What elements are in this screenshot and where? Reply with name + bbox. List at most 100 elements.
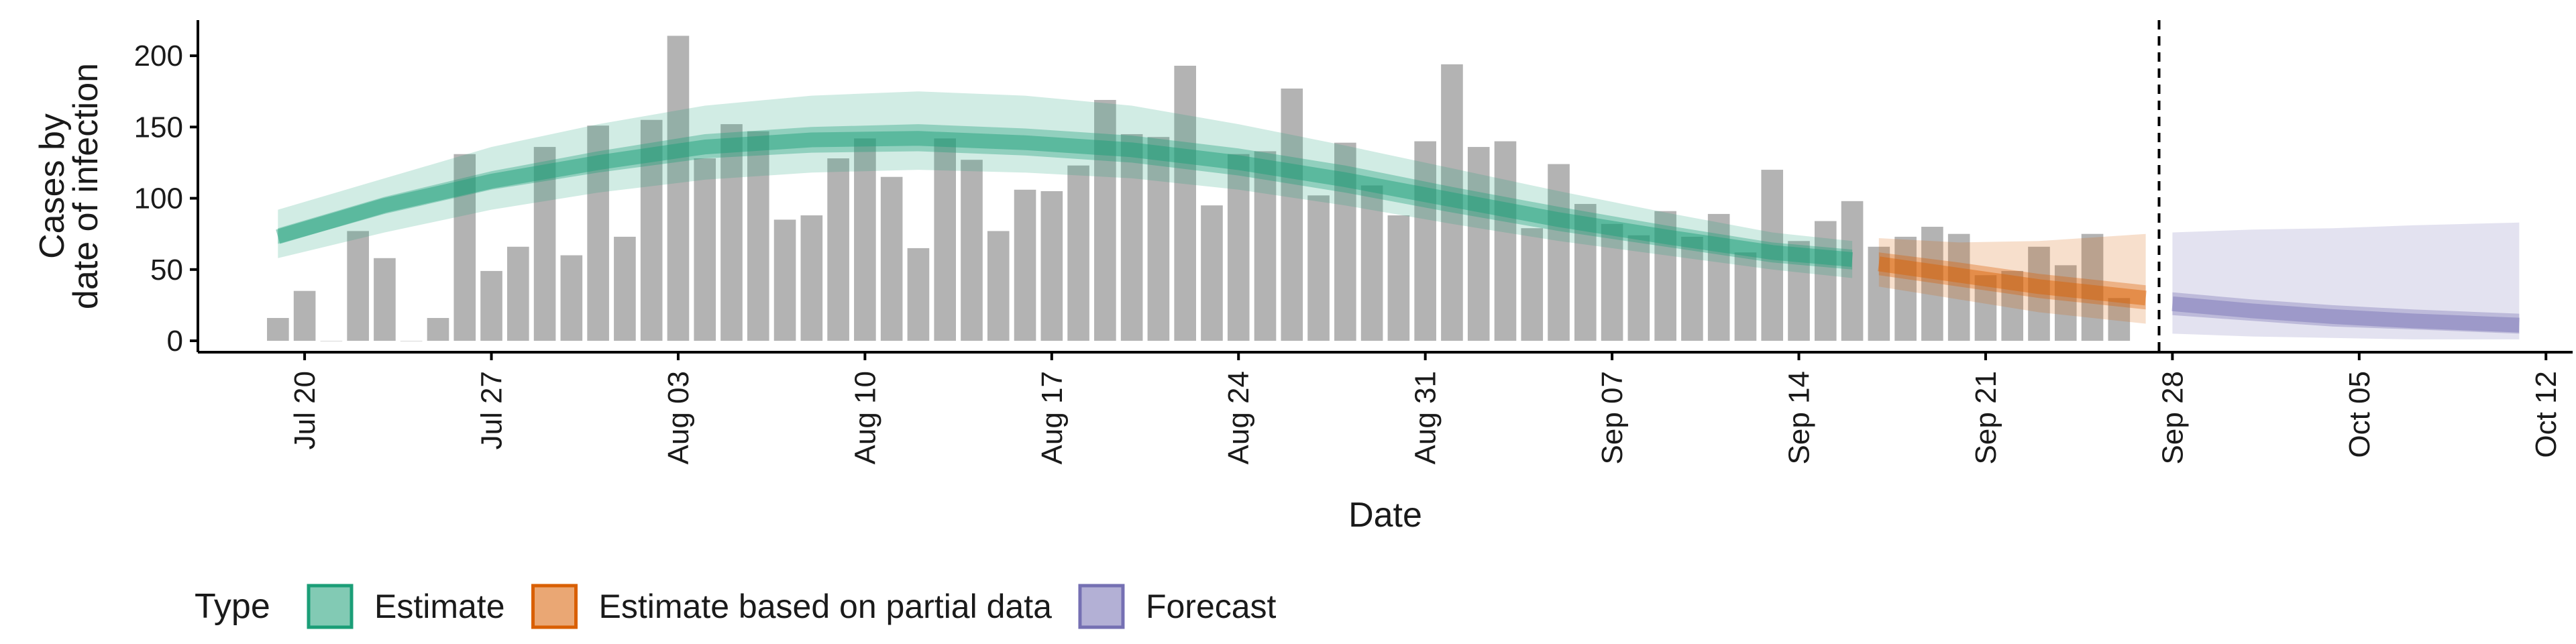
case-bar	[1761, 170, 1784, 341]
case-bar	[1734, 252, 1757, 341]
partial-outer-band	[1878, 233, 2146, 324]
x-tick-label: Oct 05	[2343, 371, 2376, 458]
partial-inner-band	[1878, 252, 2146, 310]
forecast-median-band	[2171, 296, 2520, 333]
case-bar	[1548, 164, 1570, 341]
case-bar	[1521, 228, 1544, 341]
estimate-bands	[276, 91, 2520, 339]
x-axis-title: Date	[1348, 496, 1422, 535]
case-bar	[1360, 185, 1383, 341]
x-tick-label: Oct 12	[2530, 371, 2563, 458]
case-bar	[2108, 298, 2131, 341]
case-bar	[667, 36, 690, 341]
x-tick-label: Sep 28	[2156, 371, 2189, 464]
case-bar	[1174, 65, 1196, 341]
case-bar	[427, 318, 449, 341]
axes: 0 50 100 150 200 Jul 20 Jul 27 Aug 03 Aug 10 Aug …	[134, 20, 2573, 464]
case-bar	[533, 147, 556, 341]
partial-legend-swatch	[531, 584, 578, 629]
case-bar	[293, 290, 316, 341]
x-tick-label: Jul 27	[476, 371, 508, 449]
case-bar	[560, 255, 583, 341]
case-bar	[1014, 189, 1036, 341]
forecast-legend-swatch	[1078, 584, 1125, 629]
x-tick-label: Sep 21	[1970, 371, 2002, 464]
case-bar	[827, 158, 849, 341]
case-bar	[907, 248, 930, 341]
case-bar	[1441, 64, 1463, 341]
x-tick-label: Aug 17	[1036, 371, 1069, 464]
estimate-legend-label: Estimate	[374, 588, 505, 625]
case-bar	[1414, 141, 1436, 341]
case-bar	[747, 131, 769, 341]
estimate-outer-band	[278, 91, 1853, 278]
case-bar	[1868, 246, 1890, 341]
x-tick-label: Aug 03	[662, 371, 695, 464]
case-bar	[1120, 133, 1143, 341]
case-bar	[480, 270, 502, 341]
forecast-outer-band	[2172, 222, 2520, 339]
case-bar	[267, 318, 289, 341]
case-bar	[453, 154, 476, 341]
partial-legend-label: Estimate based on partial data	[599, 588, 1053, 625]
case-bar	[2028, 246, 2050, 341]
case-bar	[854, 138, 876, 341]
case-bar	[880, 176, 903, 341]
case-bar	[374, 258, 396, 341]
case-bar	[1387, 215, 1410, 341]
forecast-inner-band	[2172, 292, 2520, 334]
case-bar	[2054, 265, 2077, 341]
case-bar	[800, 215, 823, 341]
estimate-legend-swatch	[307, 584, 354, 629]
case-bar	[1681, 236, 1703, 341]
estimate-inner-band	[278, 124, 1853, 270]
case-bar	[934, 138, 957, 341]
case-bar	[2001, 270, 2024, 341]
case-bar	[1147, 137, 1170, 341]
y-axis-title-line-2: date of infection	[66, 63, 105, 309]
partial-median-band	[1878, 256, 2147, 306]
case-bar	[720, 124, 743, 341]
y-tick-label: 0	[167, 325, 183, 358]
y-tick-label: 100	[134, 182, 183, 215]
case-bar	[1281, 88, 1303, 341]
y-tick-label: 150	[134, 111, 183, 144]
x-tick-label: Aug 24	[1222, 371, 1255, 464]
case-bar	[2081, 233, 2104, 341]
case-bar	[1627, 235, 1650, 341]
case-bar	[1841, 201, 1864, 341]
axis-labels: Date Cases by date of infection	[33, 63, 1422, 535]
case-bar	[1040, 191, 1063, 341]
x-tick-label: Aug 10	[849, 371, 881, 464]
forecast-legend-label: Forecast	[1146, 588, 1277, 625]
case-bar	[1067, 165, 1089, 341]
case-bar	[1947, 233, 1970, 341]
case-bar	[1654, 211, 1676, 341]
case-bar	[1707, 213, 1730, 341]
case-bar	[1227, 154, 1250, 341]
case-bar	[1788, 241, 1810, 341]
case-bar	[1974, 275, 1997, 341]
case-bar	[614, 236, 636, 341]
case-bar	[1201, 205, 1223, 341]
case-bar	[1574, 204, 1597, 341]
x-tick-label: Jul 20	[288, 371, 321, 449]
case-bar	[1494, 141, 1517, 341]
case-bar	[640, 119, 663, 341]
case-bar	[1467, 147, 1490, 341]
case-bar	[961, 160, 983, 341]
case-bar	[1254, 151, 1277, 341]
reported-cases-bars	[267, 36, 2131, 341]
y-axis-title-line-1: Cases by	[33, 113, 72, 259]
case-bar	[1307, 195, 1330, 341]
legend-title: Type	[195, 587, 270, 626]
case-bar	[694, 158, 716, 341]
case-bar	[1334, 142, 1356, 341]
case-bar	[587, 125, 609, 341]
legend: Type Estimate Estimate based on partial d…	[195, 584, 1277, 629]
case-bar	[773, 219, 796, 341]
x-tick-label: Sep 14	[1783, 371, 1816, 464]
case-bar	[1814, 221, 1837, 341]
case-bar	[1601, 223, 1623, 341]
